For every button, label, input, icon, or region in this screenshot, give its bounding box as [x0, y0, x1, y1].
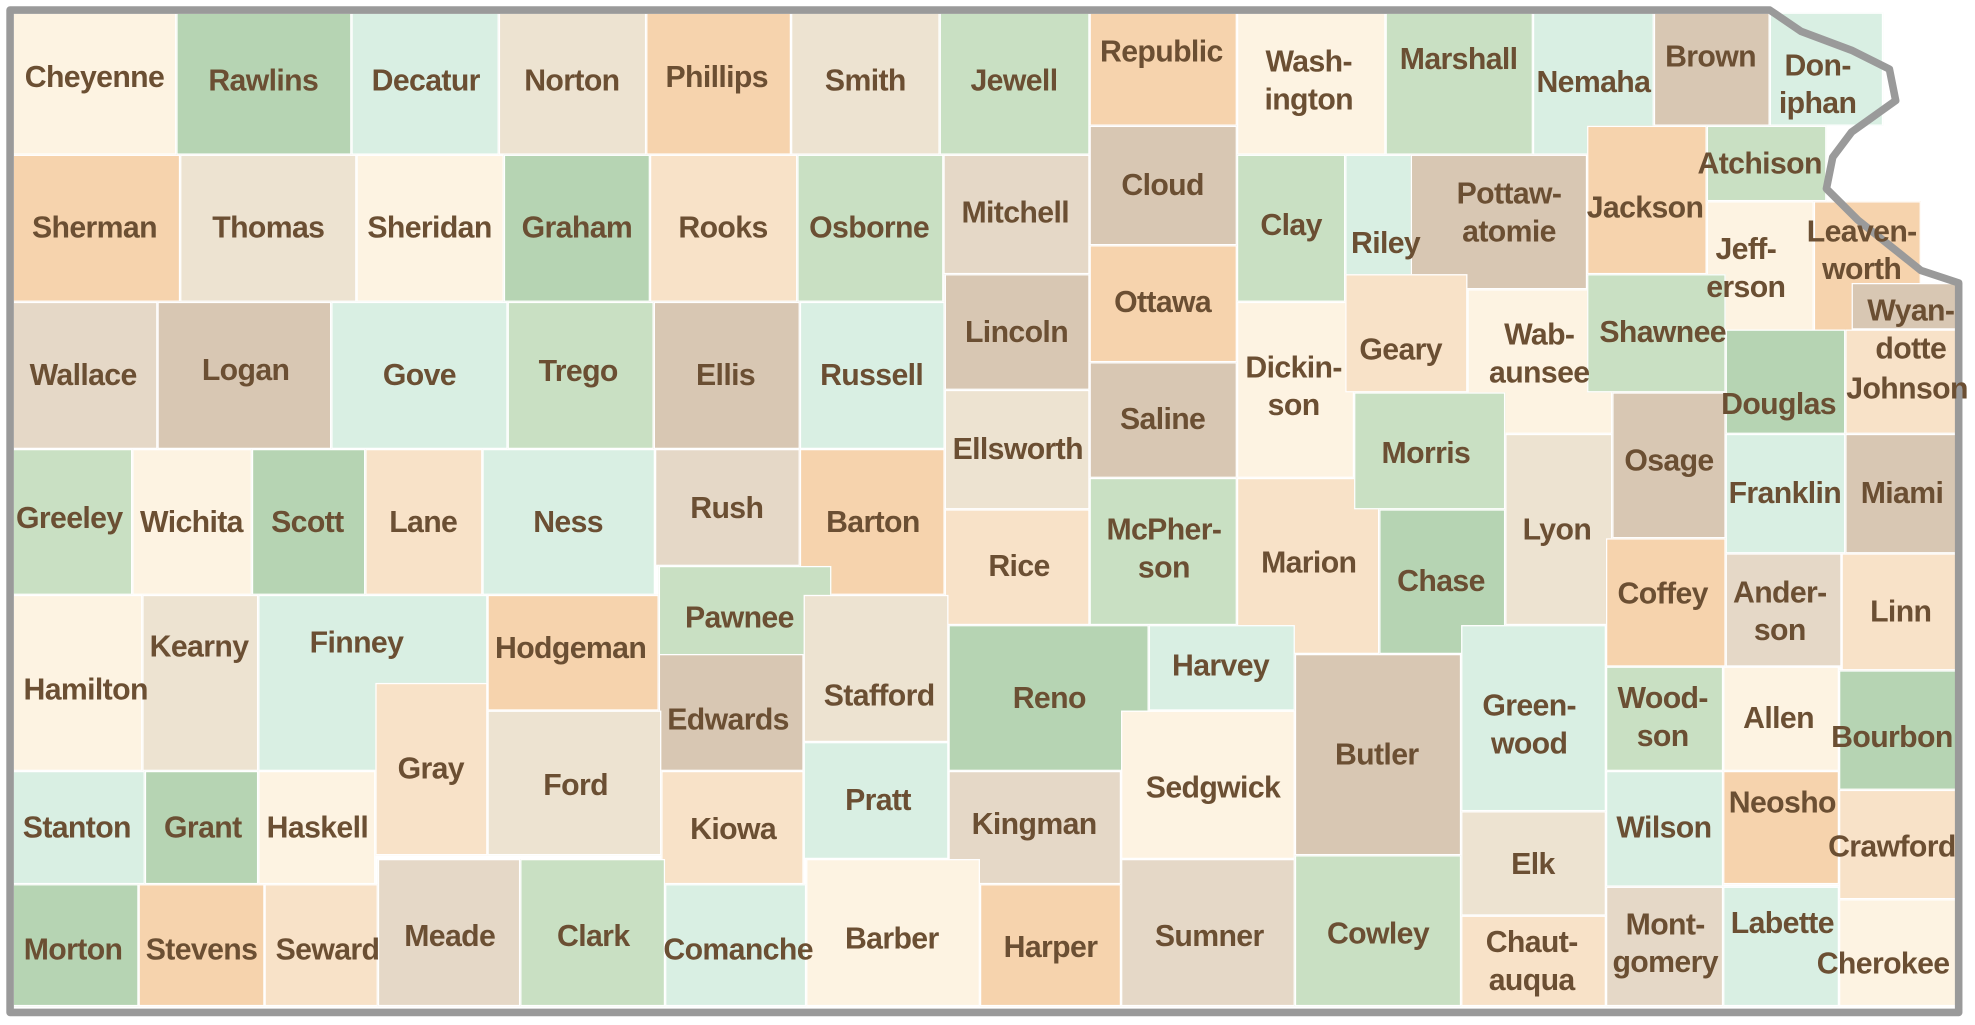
county-harvey[interactable]	[1148, 625, 1295, 711]
county-rush[interactable]	[654, 448, 800, 566]
county-gray[interactable]	[375, 682, 488, 856]
county-atchison[interactable]	[1706, 125, 1827, 202]
county-gove[interactable]	[331, 301, 508, 449]
county-thomas[interactable]	[180, 154, 357, 302]
county-barber[interactable]	[806, 859, 980, 1007]
county-greeley[interactable]	[12, 448, 133, 595]
county-clay[interactable]	[1236, 154, 1346, 302]
county-lincoln[interactable]	[944, 274, 1090, 390]
county-miami[interactable]	[1845, 433, 1959, 554]
county-meade[interactable]	[377, 859, 521, 1007]
county-osborne[interactable]	[797, 154, 944, 302]
county-wilson[interactable]	[1605, 770, 1724, 887]
county-sumner[interactable]	[1121, 859, 1295, 1007]
county-montgomery[interactable]	[1605, 886, 1724, 1007]
county-dickinson[interactable]	[1236, 301, 1355, 478]
county-ellis[interactable]	[653, 301, 800, 449]
county-osage[interactable]	[1612, 392, 1726, 539]
county-clark[interactable]	[520, 859, 666, 1007]
county-stevens[interactable]	[138, 884, 265, 1007]
county-graham[interactable]	[503, 154, 650, 302]
county-rawlins[interactable]	[176, 12, 352, 155]
county-ottawa[interactable]	[1089, 245, 1237, 363]
county-mitchell[interactable]	[943, 154, 1090, 275]
county-sherman[interactable]	[12, 154, 181, 302]
county-decatur[interactable]	[351, 12, 499, 155]
county-russell[interactable]	[799, 301, 945, 449]
county-butler[interactable]	[1294, 654, 1462, 856]
county-cloud[interactable]	[1089, 125, 1237, 246]
county-kiowa[interactable]	[661, 770, 804, 885]
county-grant[interactable]	[144, 770, 259, 885]
county-douglas[interactable]	[1725, 329, 1846, 434]
county-neosho[interactable]	[1723, 770, 1840, 885]
county-wichita[interactable]	[132, 448, 252, 595]
county-haskell[interactable]	[258, 770, 376, 885]
county-lane[interactable]	[365, 448, 483, 595]
county-edwards[interactable]	[658, 654, 804, 771]
county-shawnee[interactable]	[1587, 274, 1726, 393]
county-rooks[interactable]	[649, 154, 798, 302]
county-elk[interactable]	[1461, 811, 1606, 916]
county-jewell[interactable]	[939, 12, 1090, 155]
county-scott[interactable]	[251, 448, 366, 595]
county-johnson[interactable]	[1845, 329, 1959, 434]
county-greenwood[interactable]	[1461, 625, 1606, 812]
county-logan[interactable]	[157, 301, 332, 449]
county-marshall[interactable]	[1385, 12, 1533, 155]
county-jackson[interactable]	[1587, 125, 1707, 275]
county-linn[interactable]	[1841, 553, 1959, 671]
county-hodgeman[interactable]	[487, 594, 659, 711]
county-mcpherson[interactable]	[1089, 477, 1237, 626]
county-labette[interactable]	[1723, 886, 1840, 1007]
county-coffey[interactable]	[1605, 538, 1726, 667]
county-sedgwick[interactable]	[1121, 710, 1295, 860]
county-cowley[interactable]	[1294, 855, 1462, 1007]
county-doniphan[interactable]	[1769, 12, 1884, 126]
county-ford[interactable]	[487, 710, 662, 856]
county-bourbon[interactable]	[1839, 670, 1959, 790]
county-geary[interactable]	[1345, 274, 1468, 393]
county-wallace[interactable]	[12, 301, 158, 449]
county-chase[interactable]	[1379, 509, 1506, 655]
county-lyon[interactable]	[1505, 433, 1613, 626]
county-wyandotte[interactable]	[1851, 282, 1959, 330]
county-stanton[interactable]	[12, 770, 145, 885]
county-cheyenne[interactable]	[12, 12, 177, 155]
county-woodson[interactable]	[1605, 666, 1724, 771]
county-reno[interactable]	[948, 625, 1149, 771]
county-harper[interactable]	[979, 884, 1122, 1007]
county-trego[interactable]	[507, 301, 654, 449]
county-ness[interactable]	[482, 448, 655, 595]
county-norton[interactable]	[498, 12, 647, 155]
county-saline[interactable]	[1089, 362, 1237, 478]
county-ellsworth[interactable]	[944, 389, 1090, 510]
county-pratt[interactable]	[803, 742, 949, 860]
county-stafford[interactable]	[803, 594, 949, 743]
county-seward[interactable]	[264, 884, 378, 1007]
county-pottawatomie[interactable]	[1410, 154, 1588, 290]
county-comanche[interactable]	[665, 884, 807, 1007]
county-allen[interactable]	[1723, 666, 1840, 771]
county-chautauqua[interactable]	[1461, 915, 1606, 1007]
county-anderson[interactable]	[1725, 553, 1842, 667]
county-rice[interactable]	[944, 509, 1090, 626]
county-cherokee[interactable]	[1839, 899, 1959, 1007]
county-sheridan[interactable]	[356, 154, 504, 302]
county-morris[interactable]	[1354, 392, 1506, 510]
county-phillips[interactable]	[646, 12, 792, 155]
county-brown[interactable]	[1653, 12, 1770, 126]
county-franklin[interactable]	[1725, 433, 1846, 554]
county-kearny[interactable]	[142, 594, 259, 771]
